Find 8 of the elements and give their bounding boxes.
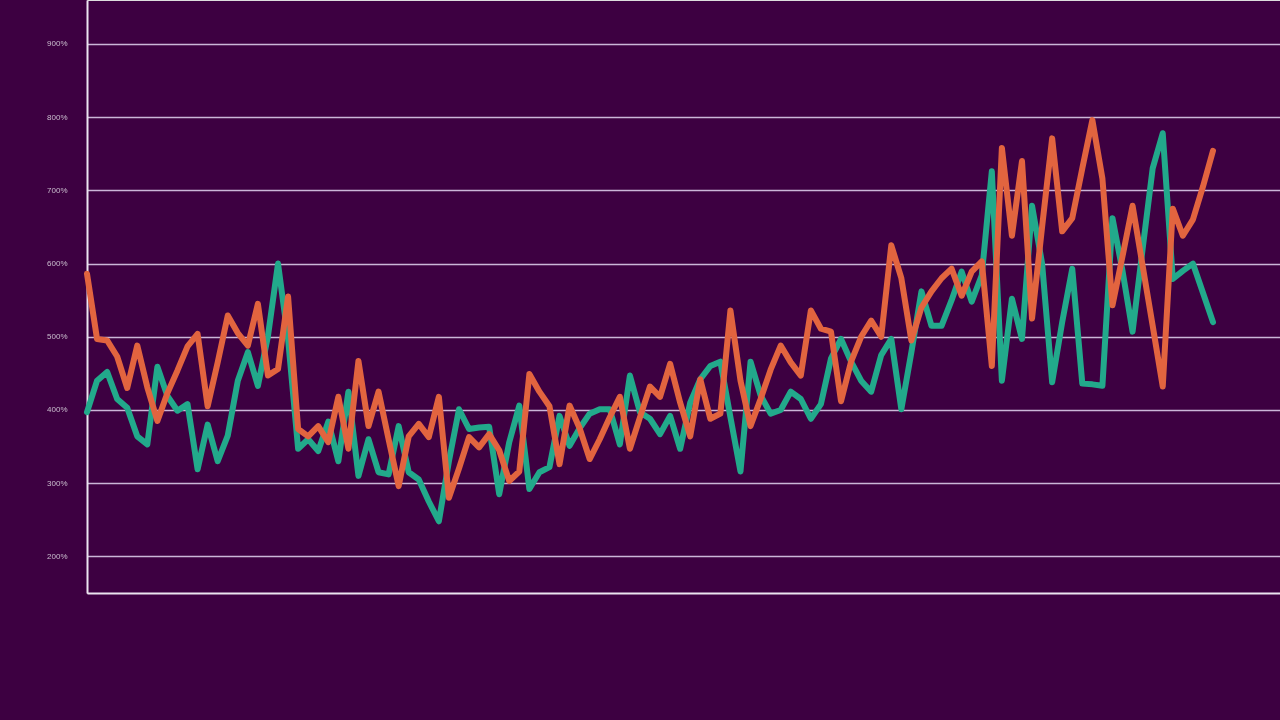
- y-tick-label: 200%: [47, 551, 68, 561]
- y-tick-label: 400%: [47, 405, 68, 415]
- y-tick-label: 700%: [47, 185, 68, 195]
- y-tick-label: 900%: [47, 39, 68, 49]
- y-tick-label: 500%: [47, 332, 68, 342]
- y-tick-label: 300%: [47, 478, 68, 488]
- y-tick-label: 600%: [47, 259, 68, 269]
- y-tick-label: 800%: [47, 112, 68, 122]
